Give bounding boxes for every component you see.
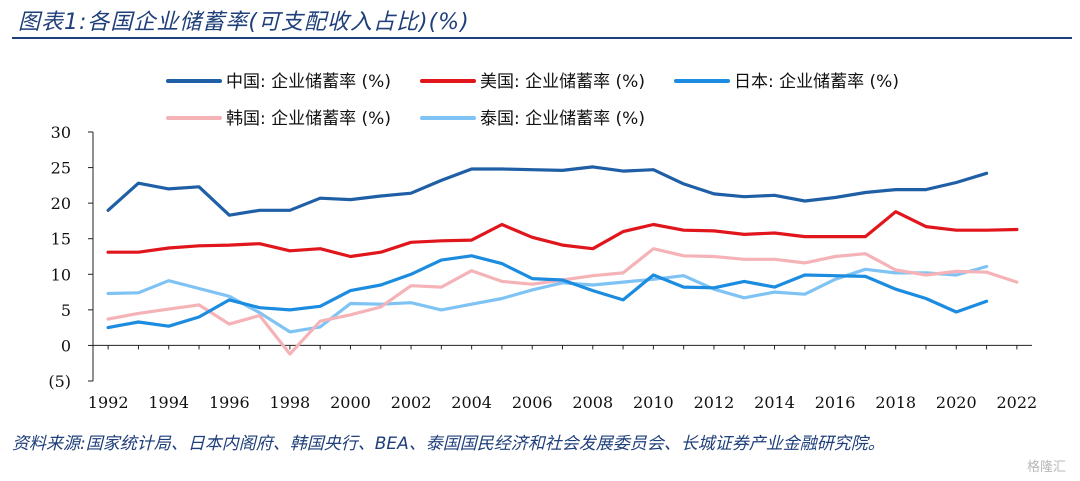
series-line-2 (106, 254, 989, 330)
y-tick-label: 30 (51, 123, 71, 142)
series-line-0 (106, 165, 989, 217)
y-tick-label: 0 (61, 336, 71, 355)
series-line-3 (106, 247, 1019, 356)
x-tick-label: 2002 (391, 393, 432, 412)
x-tick-label: 2004 (451, 393, 492, 412)
x-tick-label: 2012 (694, 393, 735, 412)
x-tick-label: 2000 (330, 393, 371, 412)
y-tick-label: 20 (51, 194, 71, 213)
x-tick-label: 1996 (209, 393, 250, 412)
source-note: 资料来源:国家统计局、日本内阁府、韩国央行、BEA、泰国国民经济和社会发展委员会… (12, 434, 885, 454)
x-tick-label: 1998 (270, 393, 311, 412)
x-tick-label: 2010 (633, 393, 674, 412)
x-tick-label: 2014 (754, 393, 795, 412)
chart-title: 图表1:各国企业储蓄率(可支配收入占比)(%) (18, 10, 470, 35)
axes: 30 25 20 15 10 5 0 (5) 1992 1994 1996 1998 2000 2002 2… (48, 123, 1037, 412)
y-tick-label: (5) (48, 372, 71, 391)
legend-label-0: 中国: 企业储蓄率 (%) (226, 72, 391, 92)
x-tick-label: 1994 (148, 393, 189, 412)
series-layer (106, 165, 1019, 356)
legend: 中国: 企业储蓄率 (%) 美国: 企业储蓄率 (%) 日本: 企业储蓄率 (%) 韩… (166, 72, 899, 129)
legend-label-4: 泰国: 企业储蓄率 (%) (480, 109, 645, 129)
series-line-1 (106, 210, 1019, 259)
y-tick-label: 5 (61, 301, 71, 320)
x-tick-label: 2018 (875, 393, 916, 412)
title-divider (12, 37, 1072, 39)
x-tick-label: 1992 (88, 393, 129, 412)
legend-label-1: 美国: 企业储蓄率 (%) (480, 72, 645, 92)
x-tick-label: 2006 (512, 393, 553, 412)
x-tick-label: 2020 (936, 393, 977, 412)
y-tick-label: 10 (51, 265, 71, 284)
x-tick-label: 2008 (572, 393, 613, 412)
y-tick-label: 15 (51, 230, 71, 249)
legend-label-2: 日本: 企业储蓄率 (%) (734, 72, 899, 92)
x-tick-label: 2016 (815, 393, 856, 412)
legend-label-3: 韩国: 企业储蓄率 (%) (226, 109, 391, 129)
x-tick-label: 2022 (996, 393, 1037, 412)
series-line-4 (106, 264, 989, 334)
y-tick-label: 25 (51, 159, 71, 178)
watermark: 格隆汇 (1026, 460, 1066, 475)
line-chart: 中国: 企业储蓄率 (%) 美国: 企业储蓄率 (%) 日本: 企业储蓄率 (%) 韩… (48, 72, 1037, 412)
